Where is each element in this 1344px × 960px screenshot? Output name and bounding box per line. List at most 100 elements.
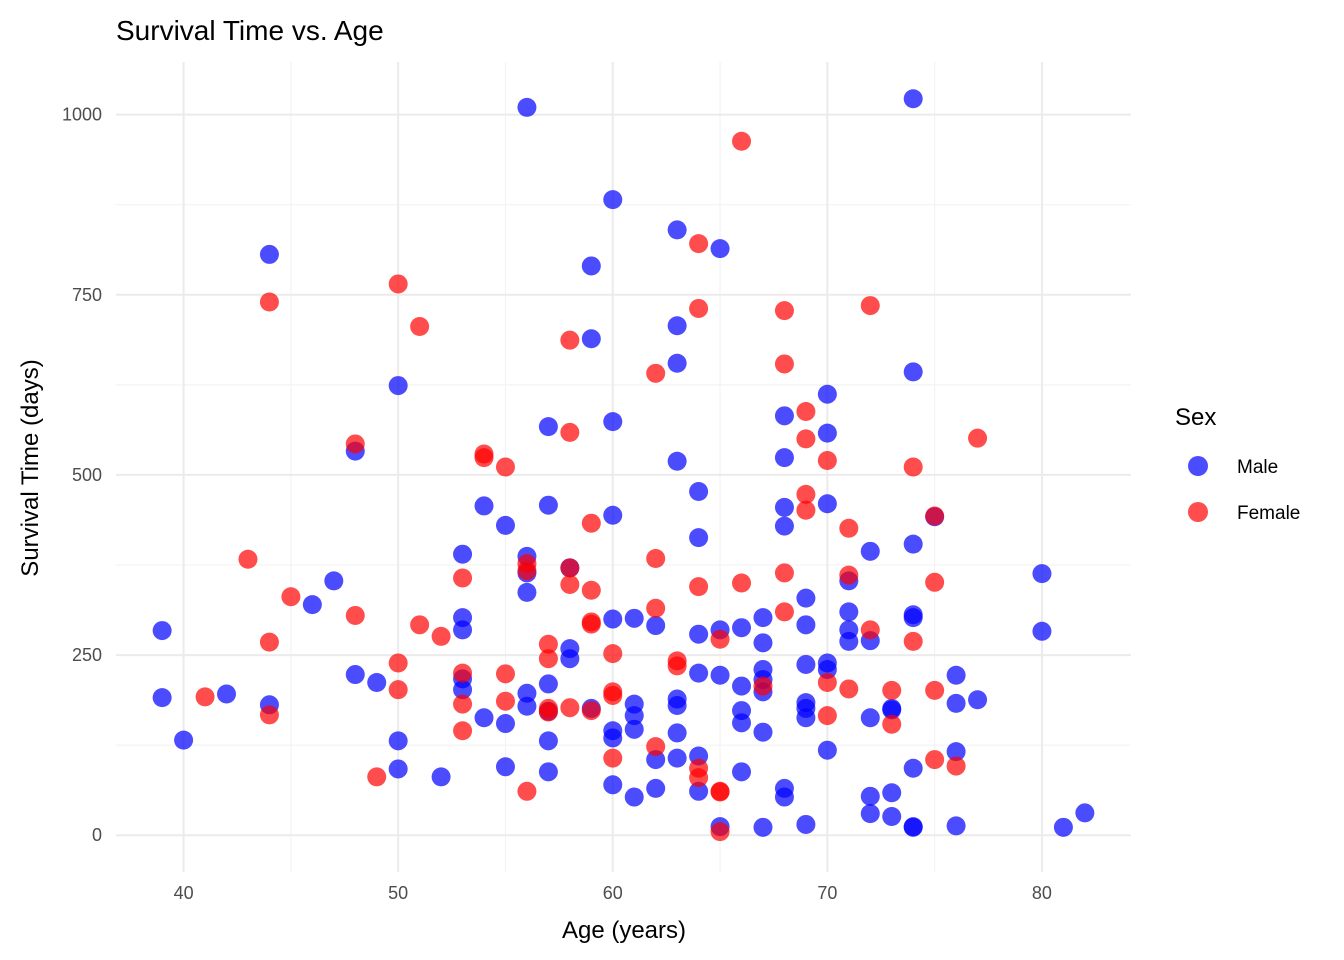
data-point-male [903, 362, 923, 382]
data-point-male [603, 412, 623, 432]
x-tick-label: 60 [603, 883, 623, 903]
data-points [152, 89, 1095, 842]
data-point-female [774, 354, 794, 374]
data-point-male [732, 762, 752, 782]
data-point-female [882, 680, 902, 700]
data-point-male [624, 719, 644, 739]
data-point-male [538, 417, 558, 437]
data-point-female [796, 429, 816, 449]
data-point-female [603, 748, 623, 768]
data-point-male [1075, 803, 1095, 823]
data-point-female [495, 664, 515, 684]
data-point-female [581, 701, 601, 721]
data-point-male [753, 633, 773, 653]
data-point-male [667, 748, 687, 768]
data-point-male [860, 804, 880, 824]
data-point-male [774, 448, 794, 468]
data-point-male [517, 582, 537, 602]
data-point-male [732, 618, 752, 638]
data-point-male [495, 714, 515, 734]
data-point-male [624, 706, 644, 726]
y-tick-label: 0 [92, 825, 102, 845]
data-point-female [560, 558, 580, 578]
data-point-female [410, 316, 430, 336]
data-point-male [667, 451, 687, 471]
grid-lines [116, 62, 1131, 872]
data-point-male [581, 256, 601, 276]
data-point-female [903, 457, 923, 477]
data-point-male [646, 616, 666, 636]
data-point-female [560, 574, 580, 594]
data-point-male [689, 624, 709, 644]
data-point-female [259, 292, 279, 312]
data-point-female [925, 680, 945, 700]
data-point-male [431, 767, 451, 787]
data-point-male [882, 807, 902, 827]
data-point-female [603, 644, 623, 664]
data-point-male [517, 696, 537, 716]
data-point-female [453, 721, 473, 741]
data-point-male [603, 728, 623, 748]
data-point-female [453, 663, 473, 683]
data-point-male [538, 495, 558, 515]
data-point-female [689, 234, 709, 254]
data-point-male [259, 244, 279, 264]
data-point-male [495, 515, 515, 535]
data-point-male [796, 814, 816, 834]
data-point-female [732, 131, 752, 151]
data-point-male [324, 571, 344, 591]
data-point-female [560, 698, 580, 718]
data-point-male [667, 353, 687, 373]
data-point-male [152, 688, 172, 708]
data-point-male [839, 631, 859, 651]
data-point-male [667, 696, 687, 716]
data-point-male [732, 676, 752, 696]
data-point-female [968, 428, 988, 448]
data-point-male [860, 786, 880, 806]
legend-title: Sex [1175, 404, 1216, 431]
data-point-male [646, 778, 666, 798]
data-point-male [603, 505, 623, 525]
data-point-female [560, 422, 580, 442]
data-point-female [689, 577, 709, 597]
data-point-male [817, 740, 837, 760]
data-point-male [474, 708, 494, 728]
data-point-female [517, 781, 537, 801]
data-point-female [345, 434, 365, 454]
data-point-male [603, 775, 623, 795]
data-point-female [710, 782, 730, 802]
x-axis-title: Age (years) [562, 917, 686, 944]
data-point-female [259, 705, 279, 725]
data-point-female [367, 767, 387, 787]
legend-marker-female [1188, 502, 1208, 522]
data-point-male [667, 220, 687, 240]
data-point-male [817, 494, 837, 514]
data-point-male [968, 690, 988, 710]
legend: Sex Male Female [1175, 404, 1300, 524]
data-point-male [817, 423, 837, 443]
y-tick-label: 1000 [62, 105, 102, 125]
x-tick-label: 80 [1032, 883, 1052, 903]
data-point-male [388, 731, 408, 751]
data-point-male [603, 609, 623, 629]
data-point-male [882, 700, 902, 720]
data-point-male [903, 817, 923, 837]
legend-label-male: Male [1237, 457, 1278, 478]
data-point-male [903, 608, 923, 628]
data-point-male [796, 588, 816, 608]
data-point-male [689, 663, 709, 683]
data-point-male [1032, 621, 1052, 641]
data-point-female [560, 330, 580, 350]
data-point-male [774, 497, 794, 517]
data-point-male [367, 672, 387, 692]
data-point-female [495, 691, 515, 711]
data-point-male [581, 329, 601, 349]
data-point-male [453, 620, 473, 640]
data-point-male [667, 316, 687, 336]
data-point-male [689, 781, 709, 801]
y-axis-title: Survival Time (days) [17, 359, 44, 576]
data-point-male [388, 376, 408, 396]
data-point-female [281, 587, 301, 607]
